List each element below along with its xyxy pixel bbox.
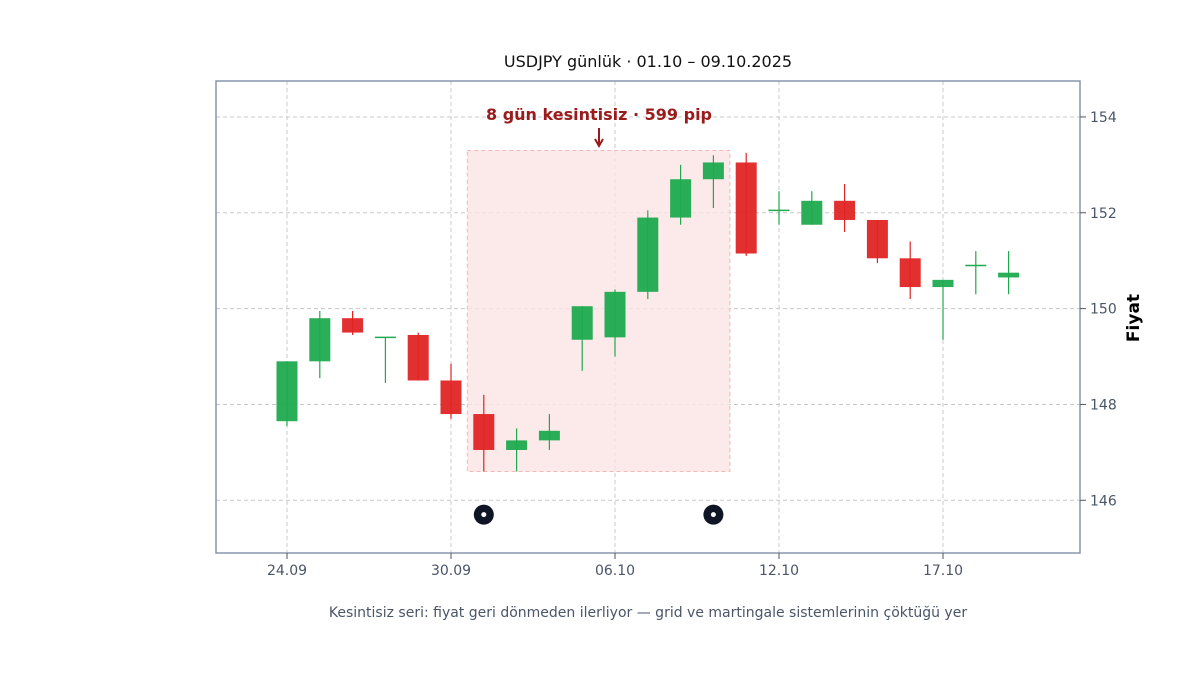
annotation-text: 8 gün kesintisiz · 599 pip — [486, 105, 712, 124]
candle — [309, 311, 331, 379]
y-tick-label: 146 — [1090, 493, 1117, 509]
x-axis-ticks: 24.09 30.09 06.10 12.10 17.10 — [267, 553, 963, 579]
candle-body — [670, 179, 692, 218]
y-axis-ticks: 146 148 150 152 154 — [1080, 110, 1117, 509]
marker-dot-center — [710, 512, 716, 518]
candle — [801, 191, 823, 225]
candle — [604, 289, 626, 357]
candle-body — [506, 440, 528, 450]
candle-body — [702, 162, 724, 180]
x-tick-label: 12.10 — [759, 563, 799, 579]
y-tick-label: 150 — [1090, 302, 1117, 318]
candle-body — [801, 200, 823, 225]
candle-body — [932, 279, 954, 288]
candle-body — [866, 219, 888, 259]
candle-body — [571, 306, 593, 340]
candle — [538, 414, 560, 450]
candles — [276, 152, 1020, 472]
y-tick-label: 152 — [1090, 206, 1117, 222]
candle-body — [538, 430, 560, 441]
candle — [440, 363, 462, 419]
candle-body — [473, 414, 495, 450]
candle — [834, 184, 856, 232]
candle-body — [998, 272, 1020, 278]
candle — [473, 394, 495, 472]
candle — [735, 152, 757, 256]
candle — [998, 251, 1020, 295]
candle-body — [604, 291, 626, 338]
y-axis-label: Fiyat — [1124, 294, 1144, 342]
candle-body — [834, 200, 856, 220]
x-tick-label: 17.10 — [923, 563, 963, 579]
chart-caption: Kesintisiz seri: fiyat geri dönmeden ile… — [329, 605, 967, 621]
candle-body — [637, 217, 659, 292]
candle — [932, 279, 954, 340]
x-tick-label: 24.09 — [267, 563, 307, 579]
chart-title: USDJPY günlük · 01.10 – 09.10.2025 — [504, 52, 792, 71]
candle — [374, 336, 396, 383]
candle — [407, 332, 429, 381]
candle — [899, 241, 921, 300]
y-tick-label: 148 — [1090, 397, 1117, 413]
candle-body — [342, 318, 364, 333]
candle — [670, 164, 692, 225]
candle-body — [276, 361, 298, 422]
candle-body — [440, 380, 462, 415]
candle — [276, 361, 298, 427]
markers — [473, 504, 724, 525]
candle — [702, 155, 724, 208]
candle — [866, 219, 888, 264]
candle-body — [735, 162, 757, 254]
candle-body — [309, 318, 331, 362]
candle — [571, 306, 593, 371]
candle — [965, 251, 987, 295]
plot-frame — [215, 80, 1081, 554]
candle — [506, 428, 528, 472]
candle — [637, 210, 659, 300]
annotation-arrow — [594, 128, 604, 149]
candle-body — [407, 334, 429, 381]
candle — [768, 191, 790, 225]
candle — [342, 311, 364, 335]
annotation: 8 gün kesintisiz · 599 pip — [486, 105, 712, 149]
x-tick-label: 06.10 — [595, 563, 635, 579]
marker-dot-center — [481, 512, 487, 518]
candle-body — [899, 258, 921, 288]
y-tick-label: 154 — [1090, 110, 1117, 126]
x-tick-label: 30.09 — [431, 563, 471, 579]
